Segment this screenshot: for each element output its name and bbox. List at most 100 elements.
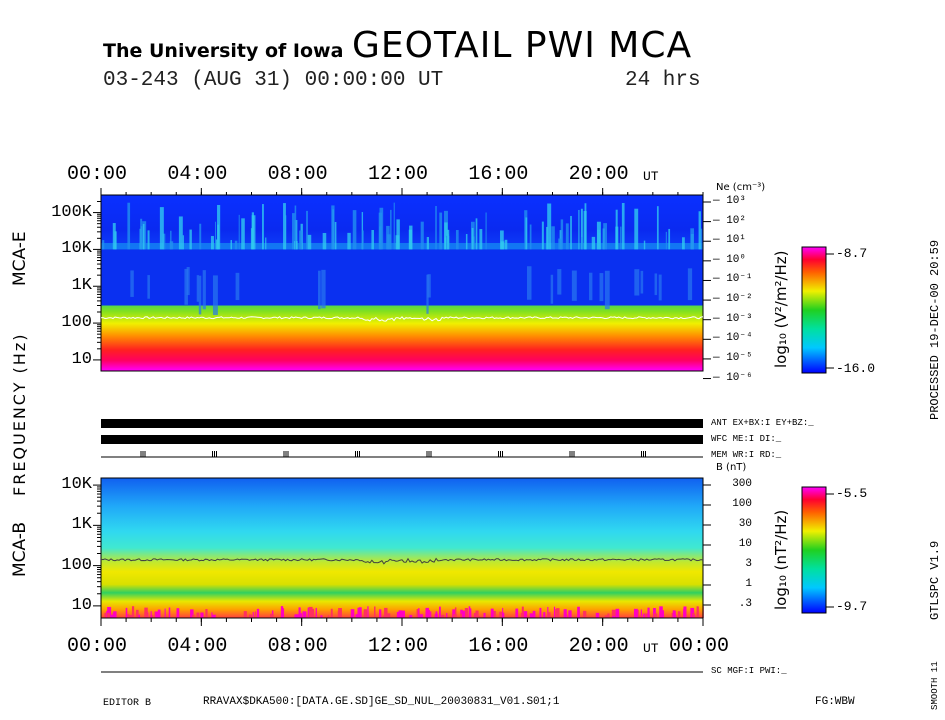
mca-b-spike [243,611,247,618]
mca-b-spike [315,607,317,618]
mca-e-burst [682,237,685,250]
mca-b-spike [327,615,330,618]
mca-b-spike [106,610,108,618]
mca-e-streak [571,270,577,301]
mca-b-colorbar-label: log₁₀ (nT²/Hz) [772,509,790,610]
mca-e-burst [214,221,217,250]
wfc-status-bar [101,435,703,444]
mca-b-right-tick-label: 100 [732,498,752,510]
mca-e-burst [140,218,143,250]
mca-b-spike [367,606,369,618]
mca-b-spike [298,607,301,618]
mca-b-y-tick-label: 10K [61,475,92,495]
mca-b-spike [690,607,695,618]
mca-b-spike [107,612,110,618]
mca-e-burst [581,237,583,250]
mca-e-burst [265,237,267,250]
mca-b-spike [357,607,360,618]
mca-e-y-tick-label: 100K [51,202,92,222]
bottom-x-tick-label: 00:00 [669,635,730,658]
wfc-status-label: WFC ME:I DI:_ [711,434,782,444]
mca-e-burst [170,230,172,250]
mca-b-spike [330,608,333,618]
mca-b-spike [254,611,257,618]
mca-b-spike [113,611,117,618]
mca-e-streak [196,275,199,302]
mca-b-spike [104,612,107,618]
mca-e-streak [599,273,604,302]
mca-b-spike [653,608,656,618]
mca-b-spike [595,612,600,618]
sc-status-label: SC MGF:I PWI:_ [711,666,787,676]
processed-label: PROCESSED 19-DEC-00 20:59 [928,239,942,420]
mca-e-burst [700,228,703,250]
mca-e-burst [620,226,622,250]
mca-e-streak [557,269,562,295]
mca-e-burst [580,208,583,250]
mca-e-title: MCA-E [10,231,30,286]
mca-b-spike [469,608,472,618]
mca-b-spike [643,614,645,618]
mca-b-spike [672,610,675,618]
mca-b-spike [492,610,496,618]
mca-b-spike [693,614,695,618]
mca-e-burst [558,238,562,250]
mca-e-streak [186,267,190,296]
mca-b-spike [520,612,524,618]
mca-b-spike [409,614,413,618]
mca-b-colorbar-min: -9.7 [836,599,868,614]
mca-b-right-tick-label: 3 [745,558,752,570]
mca-b-spike [398,610,403,618]
mca-b-spike [677,611,681,618]
mca-b-spike [128,614,133,618]
mca-b-spike [468,606,471,618]
mca-b-spike [387,613,391,618]
mca-e-burst [322,232,327,250]
mca-e-burst [215,239,218,250]
mca-b-spike [396,611,400,618]
mca-b-right-tick-label: .3 [738,598,752,610]
mca-e-burst [127,202,131,250]
mca-b-colorbar [801,486,827,614]
mca-e-right-tick-label: — 10² [713,214,747,227]
mca-b-right-tick-label: 1 [745,578,752,590]
mca-e-burst [371,229,374,250]
mca-b-y-tick-label: 100 [61,555,92,575]
mca-b-spike [126,614,129,618]
mca-e-burst [479,229,483,250]
mca-e-streak [604,270,610,310]
mca-e-burst [551,226,555,250]
mca-b-features [104,606,704,618]
top-x-tick-label: 04:00 [167,163,228,186]
mca-e-burst [465,234,468,250]
mca-e-burst [541,221,544,250]
mca-e-right-tick-label: — 10³ [713,195,747,207]
mca-e-burst [560,219,564,250]
mca-e-streak [654,273,658,296]
mca-b-spike [168,607,171,618]
mca-b-spike [696,606,698,618]
mca-b-spike [350,609,355,618]
mca-e-burst [546,226,548,250]
mca-e-burst [529,224,532,250]
mca-b-spike [577,606,580,618]
mca-e-burst [362,230,364,250]
mca-b-spike [383,615,387,618]
mca-e-streak [184,268,188,305]
top-x-unit: UT [643,169,659,184]
mca-e-burst [504,239,508,250]
institution-label: The University of Iowa [103,40,344,62]
mca-e-burst [583,211,587,250]
mca-e-burst [251,212,254,250]
mca-e-burst [262,204,264,250]
mca-b-spike [647,607,650,618]
mca-e-burst [444,222,448,250]
mca-b-spike [211,614,216,618]
mca-e-burst [565,223,569,250]
mca-b-spike [125,607,128,618]
mca-b-spike [190,609,194,618]
mca-e-features [101,202,703,316]
mca-e-burst [378,212,383,250]
mca-e-burst [386,225,390,250]
mca-b-spike [401,610,406,618]
